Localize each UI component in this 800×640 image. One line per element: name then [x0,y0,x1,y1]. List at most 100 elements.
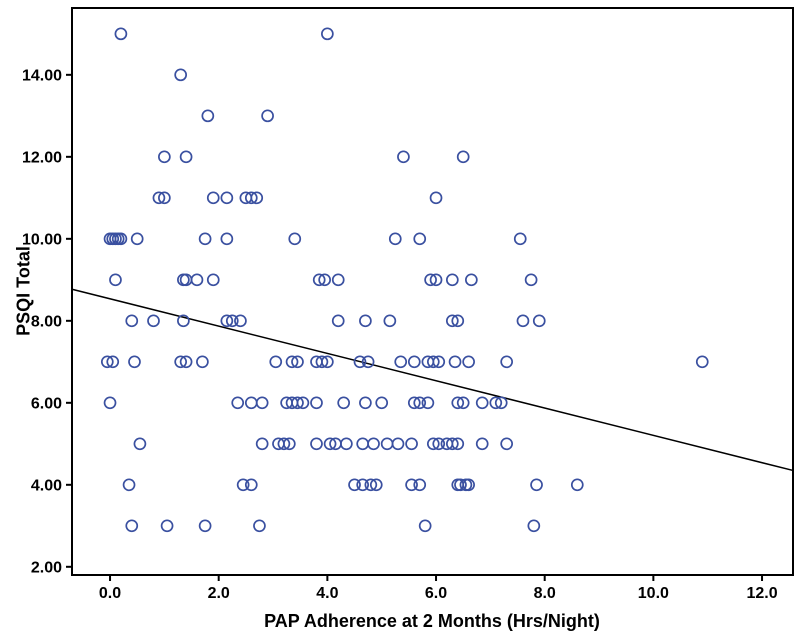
data-point [356,478,370,492]
data-point [220,232,234,246]
data-point [312,273,326,287]
data-point [421,396,435,410]
data-point [462,478,475,492]
data-point [109,273,122,287]
data-point [397,150,410,164]
data-point [413,396,427,410]
x-tick-label: 10.0 [638,585,669,602]
data-point [321,27,334,41]
x-tick-label: 8.0 [534,585,556,602]
data-point [331,273,345,287]
data-point [451,437,465,451]
data-point [130,232,144,246]
data-point [445,437,459,451]
data-point [234,314,247,328]
data-point [429,191,443,205]
data-point [198,232,212,246]
data-point [310,396,323,410]
data-point [220,191,234,205]
data-point [244,478,258,492]
data-point [516,314,530,328]
data-point [448,355,462,369]
data-point [291,355,304,369]
data-point [236,478,250,492]
data-point [160,519,174,533]
data-point [323,437,337,451]
data-point [179,150,193,164]
data-point [296,396,310,410]
data-point [198,519,212,533]
data-point [179,355,193,369]
data-point [454,478,467,492]
data-point [288,232,302,246]
data-point [524,273,538,287]
data-point [527,519,541,533]
regression-line [71,288,794,472]
data-point [405,437,418,451]
data-point [500,437,514,451]
data-point [337,396,351,410]
data-point [269,355,283,369]
data-point [361,355,375,369]
data-point [405,478,418,492]
data-point [456,150,470,164]
data-point [380,437,394,451]
data-point [125,519,139,533]
y-tick-label: 10.00 [22,231,62,248]
data-point [128,355,141,369]
data-point [158,150,171,164]
data-point [462,355,475,369]
data-point [513,232,527,246]
data-point [367,437,380,451]
data-point [348,478,361,492]
data-point [532,314,546,328]
data-point [394,355,408,369]
data-point [244,191,258,205]
data-point [464,273,478,287]
data-point [152,191,166,205]
data-point [253,519,266,533]
data-point [321,355,334,369]
data-point [432,355,446,369]
data-point [196,355,209,369]
y-tick-label: 12.00 [22,149,62,166]
data-point [451,314,465,328]
data-point [106,355,120,369]
data-point [100,355,114,369]
data-point [364,478,378,492]
data-point [388,232,402,246]
data-point [429,273,443,287]
data-point [494,396,508,410]
y-tick-label: 2.00 [31,559,62,576]
data-point [285,355,299,369]
data-point [353,355,367,369]
data-point [225,314,239,328]
data-point [114,27,128,41]
data-point [244,396,258,410]
data-point [445,314,459,328]
data-point [695,355,709,369]
y-tick-label: 6.00 [31,395,62,412]
data-point [451,396,465,410]
data-point [432,437,446,451]
data-point [359,396,372,410]
data-point [122,478,136,492]
data-point [277,437,291,451]
data-point [315,355,329,369]
data-point [282,437,296,451]
data-point [177,314,190,328]
x-tick-label: 2.0 [208,585,230,602]
data-point [261,109,274,123]
data-point [413,232,427,246]
data-point [445,273,459,287]
data-point [206,191,220,205]
x-tick-label: 6.0 [425,585,447,602]
data-point [174,68,188,82]
data-point [375,396,389,410]
x-tick-label: 4.0 [316,585,338,602]
data-point [147,314,160,328]
data-point [500,355,514,369]
data-point [255,437,269,451]
data-point [250,191,264,205]
data-point [158,191,171,205]
